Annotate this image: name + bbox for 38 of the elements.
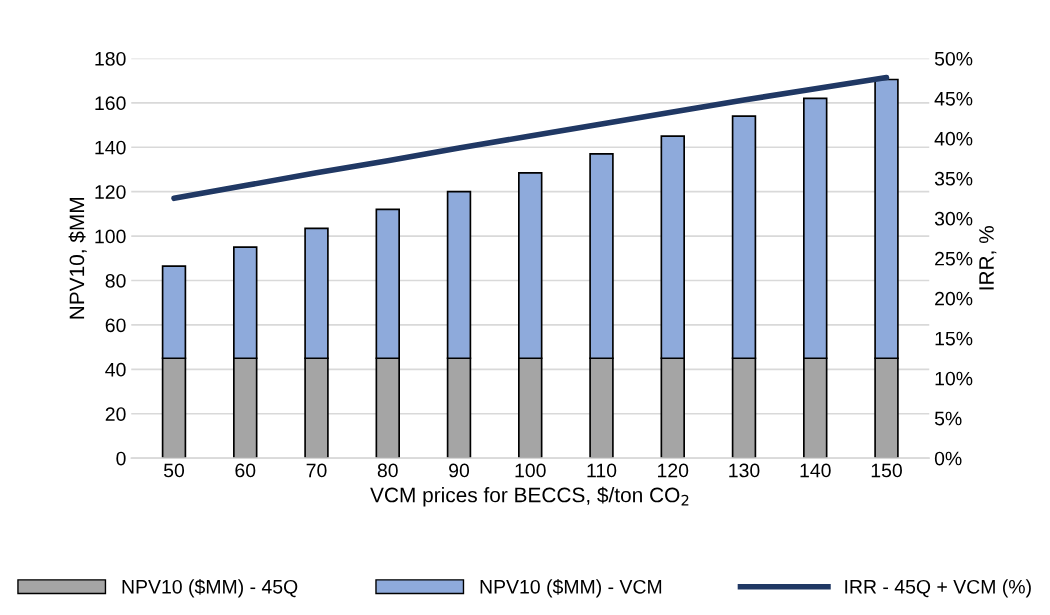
x-tick-label: 110 [587, 463, 617, 478]
y2-tick-label: 35% [934, 171, 973, 186]
legend-label: IRR - 45Q + VCM (%) [845, 579, 1031, 598]
x-tick-label: 120 [658, 463, 689, 478]
x-axis-title: VCM prices for BECCS, $/ton CO$_{2}$ [370, 486, 689, 507]
y2-tick-label: 20% [935, 291, 973, 306]
y2-tick-label: 40% [934, 131, 973, 146]
y-tick-label: 20 [105, 407, 126, 421]
y2-tick-label: 30% [934, 211, 973, 226]
x-tick-label: 100 [515, 463, 546, 478]
x-tick-label: 70 [306, 463, 327, 478]
y2-tick-label: 5% [934, 411, 962, 426]
x-tick-label: 130 [729, 463, 760, 478]
y-axis-title: NPV10, $MM [68, 198, 87, 319]
x-tick-label: 50 [163, 463, 185, 478]
y-tick-label: 40 [105, 362, 126, 377]
x-tick-label: 90 [449, 463, 470, 478]
x-tick-label: 80 [377, 463, 398, 478]
y-tick-label: 160 [95, 96, 126, 111]
y2-tick-label: 15% [935, 331, 973, 346]
y-tick-label: 100 [95, 229, 126, 244]
y-tick-label: 60 [105, 318, 126, 333]
legend-label: NPV10 ($MM) - 45Q [122, 579, 298, 598]
y-tick-label: 0 [116, 451, 126, 466]
y-tick-label: 180 [95, 51, 126, 66]
y-tick-label: 120 [95, 185, 126, 199]
y-tick-label: 140 [95, 140, 126, 155]
x-tick-label: 60 [235, 463, 256, 478]
y2-tick-label: 45% [934, 91, 973, 106]
y2-axis-title: IRR, % [979, 226, 997, 290]
x-tick-label: 140 [800, 463, 831, 478]
y2-tick-label: 0% [934, 451, 962, 466]
legend-label: NPV10 ($MM) - VCM [480, 579, 662, 598]
y2-tick-label: 25% [935, 251, 973, 266]
x-tick-label: 150 [871, 463, 902, 478]
y-tick-label: 80 [105, 273, 126, 288]
y2-tick-label: 50% [934, 51, 973, 66]
y2-tick-label: 10% [935, 371, 973, 386]
